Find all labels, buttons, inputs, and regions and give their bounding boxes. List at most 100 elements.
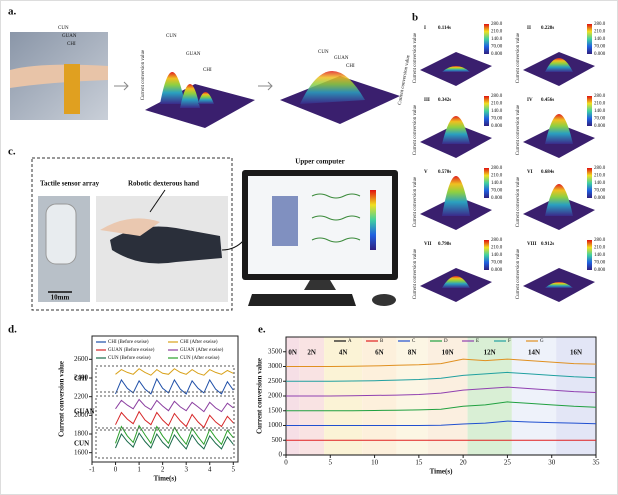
band <box>556 337 596 455</box>
colorbar-tick: 210.0 <box>594 174 606 179</box>
colorbar-tick: 210.0 <box>491 30 503 35</box>
series-line <box>286 401 597 412</box>
x-tick-label: 0 <box>284 459 288 467</box>
pointer <box>149 189 166 213</box>
panel-label: c. <box>8 146 16 158</box>
surface-label: CUN <box>318 50 329 55</box>
colorbar-tick: 280.0 <box>594 238 606 243</box>
legend-label: CHI (After exeise) <box>180 340 218 345</box>
arm <box>10 64 108 88</box>
mini-surface: VII 0.798s Current conversion value 280.0 21… <box>413 238 503 302</box>
y-axis-label: Current conversion value <box>256 358 264 434</box>
legend-label: F <box>508 339 511 344</box>
legend-label: CUN (Before exeise) <box>108 356 151 361</box>
colorbar-tick: 70.00 <box>491 261 503 266</box>
surface-label: GUAN <box>186 52 201 57</box>
colorbar-tick: 0.000 <box>491 196 503 201</box>
y-axis-label: Current conversion value <box>58 361 66 437</box>
frame-index: IV <box>527 98 533 103</box>
panel-label: d. <box>8 324 17 336</box>
colorbar-tick: 280.0 <box>594 22 606 27</box>
mini-surface: VI 0.684s Current conversion value 280.0 210… <box>516 166 606 230</box>
y-tick-label: 1500 <box>268 406 283 414</box>
x-tick-label: -1 <box>89 466 95 474</box>
x-tick-label: 20 <box>460 459 468 467</box>
surface-peak <box>442 176 470 216</box>
frame-index: VIII <box>527 242 537 247</box>
colorbar-tick: 140.0 <box>491 109 503 114</box>
y-tick-label: 500 <box>272 436 283 444</box>
colorbar-tick: 210.0 <box>594 246 606 251</box>
axis-label: Current conversion value <box>413 104 418 155</box>
band-label: 12N <box>484 349 496 357</box>
axis-label: Current conversion value <box>516 248 521 299</box>
panel-label: a. <box>8 6 17 18</box>
group-label: GUAN <box>74 408 95 416</box>
surface-label: CUN <box>166 34 177 39</box>
band <box>511 337 557 455</box>
colorbar-tick: 210.0 <box>594 102 606 107</box>
colorbar <box>587 96 592 126</box>
axis-label: Current conversion value <box>413 176 418 227</box>
series-line <box>286 371 597 382</box>
band-label: 10N <box>442 349 454 357</box>
colorbar-tick: 70.00 <box>491 117 503 122</box>
frame-time: 0.114s <box>438 26 451 31</box>
chart-e: 0N 2N 4N 6N 8N 10N 12N 14N 16N 0 500 1000 1500 2000 25… <box>256 336 600 476</box>
colorbar-tick: 140.0 <box>491 181 503 186</box>
series-line <box>286 358 597 367</box>
hand-label: Robotic dexterous hand <box>128 180 199 188</box>
y-tick-label: 1800 <box>74 430 89 438</box>
keyboard <box>248 294 356 306</box>
axis-label: Current conversion value <box>141 49 146 100</box>
robot-hand <box>110 226 222 264</box>
band <box>467 337 512 455</box>
y-tick-label: 3000 <box>268 362 283 370</box>
colorbar-tick: 280.0 <box>594 94 606 99</box>
colorbar <box>484 24 489 54</box>
y-tick-label: 2000 <box>74 411 89 419</box>
panel-label: e. <box>258 324 266 336</box>
colorbar-tick: 210.0 <box>491 174 503 179</box>
colorbar-tick: 280.0 <box>491 22 503 27</box>
colorbar-tick: 0.000 <box>491 52 503 57</box>
surface-label: GUAN <box>334 56 349 61</box>
frame-index: VII <box>424 242 432 247</box>
mini-surface: II 0.228s Current conversion value 280.0 210… <box>516 22 606 86</box>
frame-time: 0.456s <box>541 98 554 103</box>
band-label: 0N <box>288 349 297 357</box>
colorbar-tick: 140.0 <box>594 181 606 186</box>
mini-surface: V 0.570s Current conversion value 280.0 210.… <box>413 166 503 230</box>
colorbar-tick: 140.0 <box>491 253 503 258</box>
mini-surface: VIII 0.912s Current conversion value 280.0 2… <box>516 238 606 302</box>
legend-label: C <box>412 339 416 344</box>
photo-label: CHI <box>67 42 76 47</box>
band <box>362 337 397 455</box>
colorbar-tick: 0.000 <box>594 52 606 57</box>
photo-label: CUN <box>58 26 69 31</box>
panel-b: I 0.114s Current conversion value 280.0 210.… <box>413 22 606 302</box>
axis-label: Current conversion value <box>516 32 521 83</box>
arrow <box>258 81 273 91</box>
x-tick-label: 30 <box>548 459 556 467</box>
frame-time: 0.912s <box>541 242 554 247</box>
colorbar-tick: 280.0 <box>491 238 503 243</box>
surface-peak <box>160 72 185 104</box>
panel-label: b <box>412 12 418 24</box>
series-line <box>286 420 597 426</box>
colorbar <box>587 24 592 54</box>
colorbar-tick: 70.00 <box>594 189 606 194</box>
series-line <box>115 432 234 450</box>
axis-label: Current conversion value <box>516 176 521 227</box>
frame-index: VI <box>527 170 533 175</box>
surface-label: CHI <box>203 68 212 73</box>
computer-label: Upper computer <box>295 158 344 166</box>
legend-label: CUN (After exeise) <box>180 356 220 361</box>
mouse <box>372 294 396 306</box>
legend-label: D <box>444 339 448 344</box>
band <box>396 337 428 455</box>
legend-label: A <box>348 339 352 344</box>
frame-index: V <box>424 170 428 175</box>
x-tick-label: 10 <box>371 459 379 467</box>
colorbar-tick: 70.00 <box>594 45 606 50</box>
